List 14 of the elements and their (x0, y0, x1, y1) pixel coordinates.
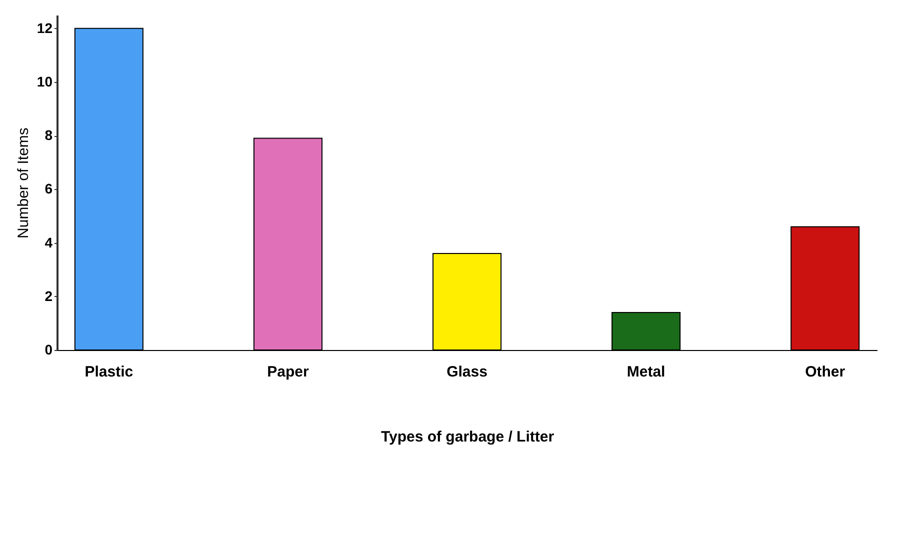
x-tick-label: Plastic (84, 364, 134, 380)
y-axis-title: Number of Items (14, 128, 32, 238)
y-tick-label: 10 (36, 74, 53, 90)
x-axis-title: Types of garbage / Litter (380, 428, 554, 446)
x-tick-label: Glass (446, 364, 488, 380)
x-tick-label: Metal (626, 364, 666, 380)
y-tick-label: 6 (44, 180, 53, 197)
y-tick-label: 0 (44, 342, 53, 358)
y-tick-label: 12 (36, 20, 53, 36)
x-tick-label: Other (805, 364, 846, 380)
y-tick-label: 2 (44, 288, 53, 304)
x-tick-label: Paper (267, 364, 309, 380)
y-tick-label: 4 (44, 234, 53, 250)
y-tick-label: 8 (44, 127, 53, 144)
